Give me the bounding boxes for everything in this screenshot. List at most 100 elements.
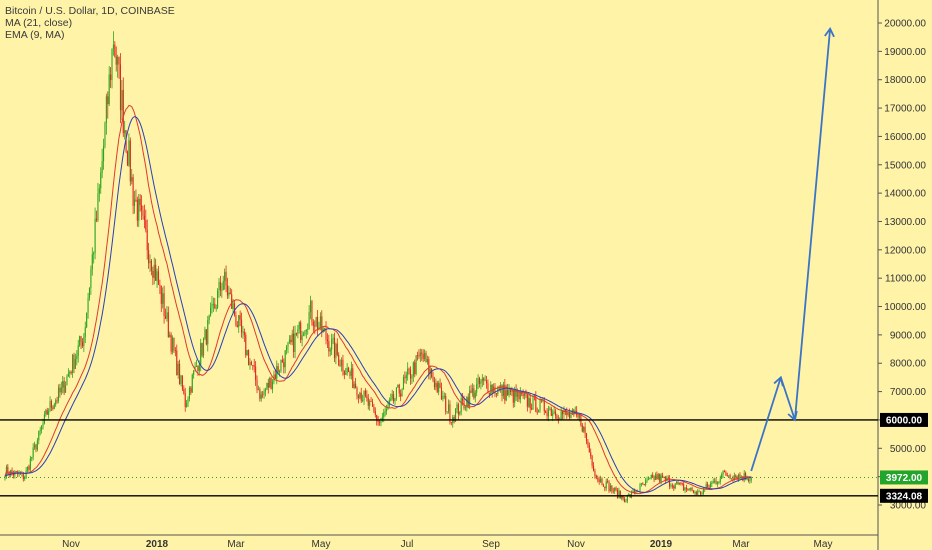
candle-body (136, 199, 138, 221)
candle-body (571, 409, 573, 415)
candle-body (280, 359, 282, 372)
candle-body (604, 486, 606, 489)
candle-body (218, 281, 220, 291)
x-tick-label: Jul (401, 539, 414, 550)
candle-body (422, 353, 424, 359)
candle-body (529, 398, 531, 409)
candle-body (322, 328, 324, 333)
candle-body (384, 411, 386, 413)
candle-body (174, 350, 176, 351)
candle-body (377, 420, 379, 422)
candle-body (715, 480, 717, 484)
candle-body (100, 172, 102, 189)
candle-body (364, 390, 366, 396)
candle-body (91, 254, 93, 270)
y-tick-label: 10000.00 (884, 302, 926, 313)
candles (4, 31, 752, 504)
candle-body (279, 371, 281, 373)
candle-body (215, 307, 217, 309)
candle-body (640, 483, 642, 485)
candle-body (521, 392, 523, 395)
candle-body (164, 316, 167, 319)
candle-body (331, 339, 333, 350)
candle-body (308, 312, 310, 330)
candle-body (146, 229, 148, 251)
y-tick-label: 20000.00 (884, 19, 926, 30)
candle-body (405, 375, 407, 379)
candle-body (522, 394, 524, 396)
candle-body (301, 335, 303, 341)
candle-body (355, 383, 357, 388)
candle-body (490, 384, 492, 395)
candle-body (494, 386, 496, 394)
candle-body (504, 384, 506, 401)
candle-body (518, 391, 520, 400)
candle-body (38, 430, 40, 441)
candle-body (700, 491, 702, 495)
projection-arrow[interactable] (750, 26, 835, 472)
candle-body (76, 355, 78, 359)
candle-body (43, 414, 45, 424)
candle-body (332, 337, 334, 340)
candle-body (488, 393, 490, 395)
candle-body (556, 415, 558, 420)
candle-body (609, 485, 611, 492)
candle-body (381, 417, 383, 421)
candle-body (105, 96, 107, 123)
candle-body (67, 373, 69, 377)
candle-body (378, 421, 381, 423)
candle-body (138, 198, 140, 221)
candle-body (374, 411, 376, 415)
candle-body (553, 411, 555, 414)
candle-body (702, 489, 704, 494)
y-tick-label: 7000.00 (890, 387, 927, 398)
candle-body (546, 413, 548, 417)
candle-body (631, 491, 633, 498)
candle-body (535, 396, 537, 413)
candle-body (135, 199, 137, 201)
candle-body (676, 481, 678, 484)
y-tick-label: 19000.00 (884, 47, 926, 58)
candle-body (470, 390, 472, 393)
horizontal-levels[interactable]: 6000.00 3324.08 3972.00 (0, 412, 928, 503)
candle-body (708, 486, 710, 488)
candle-body (131, 177, 133, 182)
candle-body (350, 368, 352, 376)
candle-body (747, 478, 749, 481)
candle-body (390, 398, 392, 401)
candle-body (333, 337, 336, 359)
candle-body (28, 466, 30, 470)
candle-body (564, 409, 566, 412)
candle-body (11, 470, 13, 473)
candle-body (312, 322, 314, 326)
candle-body (360, 392, 362, 401)
candle-body (356, 387, 358, 396)
candle-body (639, 484, 641, 492)
candle-body (673, 486, 675, 489)
candle-body (342, 359, 344, 371)
candle-body (145, 220, 147, 230)
candle-body (315, 316, 317, 327)
candle-body (678, 482, 680, 485)
candle-body (519, 392, 521, 400)
candle-body (436, 382, 438, 393)
candle-body (193, 371, 195, 375)
candle-body (15, 471, 17, 472)
candle-body (287, 342, 289, 347)
candle-body (742, 476, 744, 481)
candle-body (635, 491, 637, 494)
candle-body (712, 481, 714, 484)
candle-body (300, 322, 302, 341)
candle-body (414, 362, 416, 375)
y-tick-label: 9000.00 (890, 330, 927, 341)
candle-body (19, 473, 22, 475)
candle-body (59, 387, 61, 393)
candle-body (291, 333, 293, 343)
level-badge (880, 412, 928, 427)
candle-body (186, 403, 188, 407)
candle-body (77, 345, 79, 356)
candle-body (508, 388, 510, 396)
candle-body (562, 411, 564, 415)
